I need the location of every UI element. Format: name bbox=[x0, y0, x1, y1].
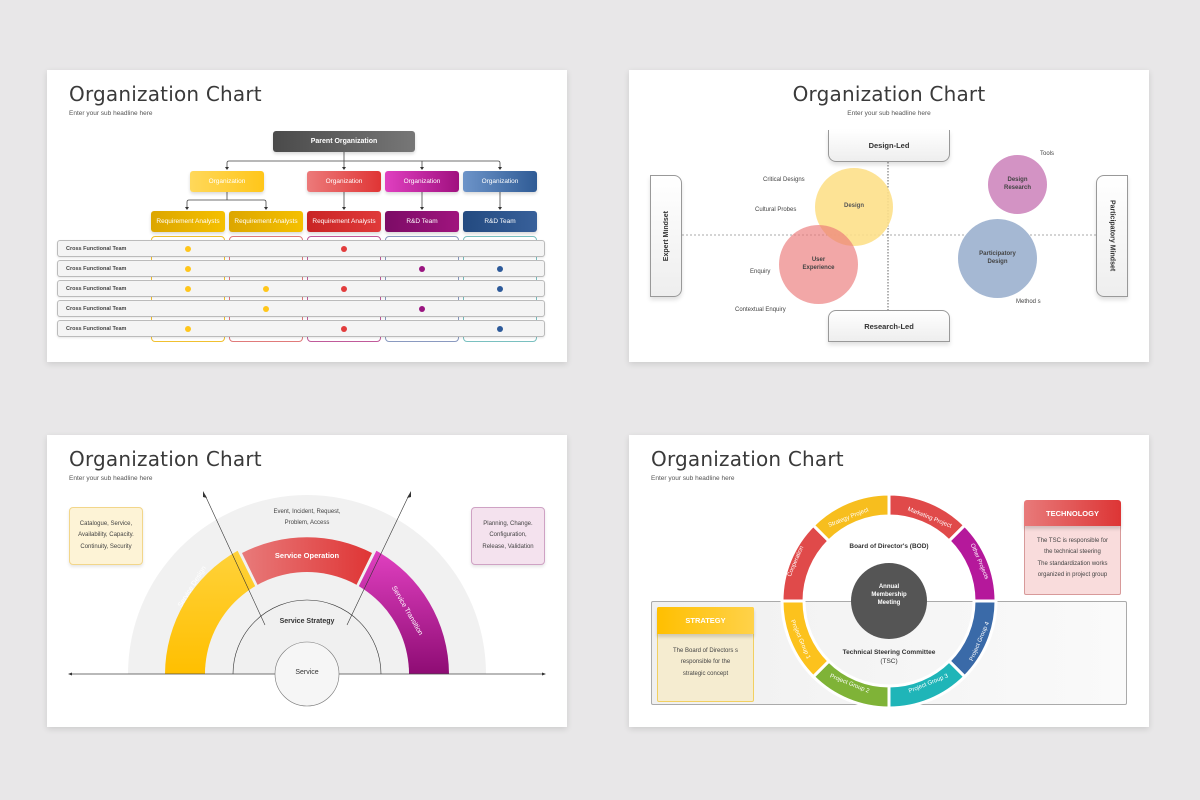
row-label: Cross Functional Team bbox=[66, 305, 127, 312]
expert-mindset-box[interactable]: Expert Mindset bbox=[650, 175, 682, 297]
center-label: Meeting bbox=[878, 600, 901, 606]
bod-label: Board of Director's (BOD) bbox=[849, 543, 928, 550]
slide-subtitle: Enter your sub headline here bbox=[69, 475, 153, 482]
team-box[interactable]: Requirement Analysts bbox=[307, 211, 381, 232]
row-label: Cross Functional Team bbox=[66, 245, 127, 252]
bubble-user-experience[interactable]: User Experience bbox=[779, 225, 858, 304]
membership-dot bbox=[419, 306, 425, 312]
slide-subtitle: Enter your sub headline here bbox=[69, 110, 153, 117]
bubble-participatory-design[interactable]: Participatory Design bbox=[958, 219, 1037, 298]
slide-governance-ring[interactable]: Organization Chart Enter your sub headli… bbox=[629, 435, 1149, 727]
membership-dot bbox=[263, 306, 269, 312]
membership-dot bbox=[185, 286, 191, 292]
technology-card[interactable] bbox=[1024, 515, 1121, 595]
cross-team-row[interactable]: Cross Functional Team bbox=[57, 320, 545, 337]
cross-team-row[interactable]: Cross Functional Team bbox=[57, 280, 545, 297]
slide-title: Organization Chart bbox=[651, 447, 844, 471]
segment-service-design bbox=[165, 550, 257, 674]
annotation-label: Contextual Enquiry bbox=[735, 307, 786, 313]
team-box[interactable]: Requirement Analysts bbox=[151, 211, 225, 232]
slide-mindset-quadrant[interactable]: Organization Chart Enter your sub headli… bbox=[629, 70, 1149, 362]
organization-box-blue[interactable]: Organization bbox=[463, 171, 537, 192]
membership-dot bbox=[341, 286, 347, 292]
row-label: Cross Functional Team bbox=[66, 265, 127, 272]
center-label: Annual bbox=[879, 584, 900, 590]
cross-team-row[interactable]: Cross Functional Team bbox=[57, 240, 545, 257]
row-label: Cross Functional Team bbox=[66, 285, 127, 292]
organization-box-magenta[interactable]: Organization bbox=[385, 171, 459, 192]
service-semicircle-diagram bbox=[68, 491, 546, 707]
center-label: Membership bbox=[871, 592, 907, 598]
membership-dot bbox=[185, 326, 191, 332]
design-activities-note[interactable]: Catalogue, Service, Availability, Capacit… bbox=[69, 507, 143, 565]
segment-service-transition bbox=[357, 550, 449, 674]
membership-dot bbox=[497, 266, 503, 272]
participatory-mindset-box[interactable]: Participatory Mindset bbox=[1096, 175, 1128, 297]
membership-dot bbox=[419, 266, 425, 272]
team-box[interactable]: R&D Team bbox=[385, 211, 459, 232]
slide-title: Organization Chart bbox=[69, 82, 262, 106]
research-led-box[interactable]: Research-Led bbox=[828, 310, 950, 342]
bubble-design-research[interactable]: Design Research bbox=[988, 155, 1047, 214]
transition-activities-note[interactable]: Planning, Change. Configuration, Release, … bbox=[471, 507, 545, 565]
membership-dot bbox=[497, 286, 503, 292]
annotation-label: Cultural Probes bbox=[755, 207, 797, 213]
slide-subtitle: Enter your sub headline here bbox=[651, 475, 735, 482]
membership-dot bbox=[263, 286, 269, 292]
annotation-label: Critical Designs bbox=[763, 177, 805, 183]
membership-dot bbox=[341, 326, 347, 332]
slide-title: Organization Chart bbox=[69, 447, 262, 471]
team-box[interactable]: Requirement Analysts bbox=[229, 211, 303, 232]
technology-card-body: The TSC is responsible for the technical … bbox=[1037, 538, 1108, 579]
tsc-label: (TSC) bbox=[880, 658, 897, 665]
technology-card-header: TECHNOLOGY bbox=[1024, 500, 1121, 526]
governance-ring: Cooperation Strategy Project Marketing P… bbox=[780, 492, 998, 710]
slide-subtitle: Enter your sub headline here bbox=[847, 110, 931, 117]
slide-service-lifecycle[interactable]: Organization Chart Enter your sub headli… bbox=[47, 435, 567, 727]
design-led-box[interactable]: Design-Led bbox=[828, 130, 950, 162]
organization-box-yellow[interactable]: Organization bbox=[190, 171, 264, 192]
membership-dot bbox=[185, 246, 191, 252]
membership-dot bbox=[497, 326, 503, 332]
slide-hierarchy-matrix[interactable]: Organization Chart Enter your sub headli… bbox=[47, 70, 567, 362]
team-box[interactable]: R&D Team bbox=[463, 211, 537, 232]
tsc-label: Technical Steering Committee bbox=[843, 649, 936, 656]
membership-dot bbox=[341, 246, 347, 252]
slide-title: Organization Chart bbox=[792, 82, 986, 106]
cross-team-row[interactable]: Cross Functional Team bbox=[57, 260, 545, 277]
row-label: Cross Functional Team bbox=[66, 325, 127, 332]
organization-box-red[interactable]: Organization bbox=[307, 171, 381, 192]
parent-organization-box[interactable]: Parent Organization bbox=[273, 131, 415, 152]
annotation-label: Method s bbox=[1016, 299, 1041, 305]
strategy-card-body: The Board of Directors s responsible for … bbox=[672, 648, 739, 677]
annotation-label: Enquiry bbox=[750, 269, 771, 275]
strategy-card-header: STRATEGY bbox=[657, 607, 754, 634]
connector-lines bbox=[185, 152, 502, 210]
annotation-label: Tools bbox=[1040, 151, 1055, 157]
membership-dot bbox=[185, 266, 191, 272]
cross-team-row[interactable]: Cross Functional Team bbox=[57, 300, 545, 317]
